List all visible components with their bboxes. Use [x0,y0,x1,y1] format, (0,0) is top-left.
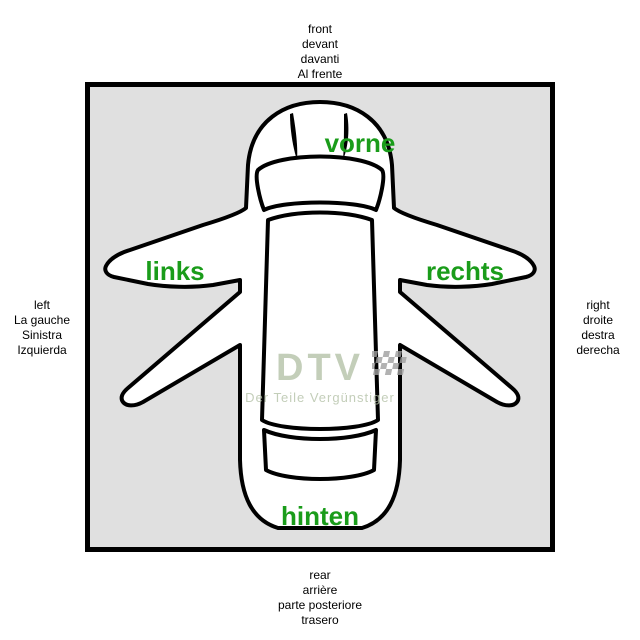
label-front: front devant davanti Al frente [240,22,400,82]
dir-rechts: rechts [385,255,545,288]
dir-hinten: hinten [240,500,400,533]
diagram-canvas: front devant davanti Al frente rear arri… [0,0,640,640]
logo-sub: Der Teile Vergünstiger [200,390,440,405]
dir-vorne: vorne [280,127,440,160]
label-left: left La gauche Sinistra Izquierda [0,298,120,358]
checkered-flag-icon [372,351,416,381]
label-right: right droite destra derecha [520,298,640,358]
dir-links: links [95,255,255,288]
label-rear: rear arrière parte posteriore trasero [240,568,400,628]
watermark-logo: DTV Der Teile Vergünstiger [200,347,440,405]
